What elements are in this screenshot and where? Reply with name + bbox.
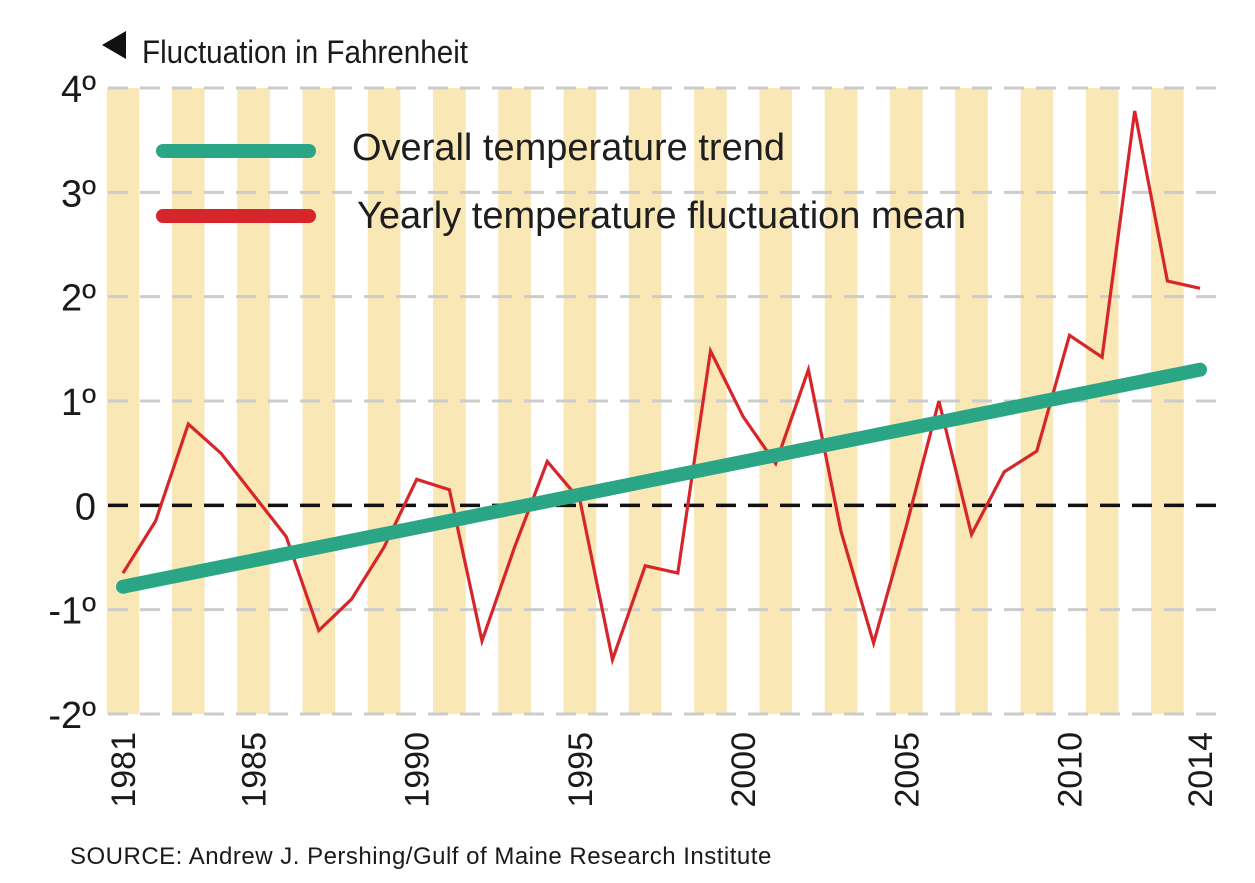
x-tick-label: 2005 — [888, 732, 926, 808]
y-tick-label: 4º — [61, 69, 96, 111]
y-tick-label: 0 — [75, 486, 96, 528]
y-tick-label: 1º — [61, 382, 96, 424]
series-line-yearly-mean — [121, 110, 1201, 666]
x-axis-ticks: 1981 1985 1990 1995 2000 2005 2010 2014 — [105, 732, 1220, 808]
left-arrow-icon — [102, 31, 126, 59]
y-tick-label: -1º — [48, 591, 96, 633]
source-note: SOURCE: Andrew J. Pershing/Gulf of Maine… — [70, 843, 772, 870]
y-tick-label: -2º — [48, 695, 96, 737]
x-tick-label: 1981 — [105, 732, 143, 808]
y-tick-label: 2º — [61, 278, 96, 320]
x-tick-label: 1995 — [562, 732, 600, 808]
gridlines — [108, 86, 1217, 716]
y-axis-ticks: 4º 3º 2º 1º 0 -1º -2º — [48, 69, 96, 737]
x-tick-label: 2010 — [1051, 732, 1089, 808]
legend-label-yearly-mean: Yearly temperature fluctuation mean — [357, 195, 966, 237]
y-axis-title-text: Fluctuation in Fahrenheit — [142, 34, 468, 70]
x-tick-label: 1985 — [236, 732, 274, 808]
legend-label-overall-trend: Overall temperature trend — [352, 127, 785, 169]
y-axis-title: Fluctuation in Fahrenheit — [102, 31, 468, 70]
x-tick-label: 1990 — [399, 732, 437, 808]
x-tick-label: 2014 — [1182, 732, 1220, 808]
y-tick-label: 3º — [61, 173, 96, 215]
series-line-overall-trend — [116, 362, 1207, 594]
legend: Overall temperature trend Yearly tempera… — [156, 127, 966, 237]
x-tick-label: 2000 — [725, 732, 763, 808]
